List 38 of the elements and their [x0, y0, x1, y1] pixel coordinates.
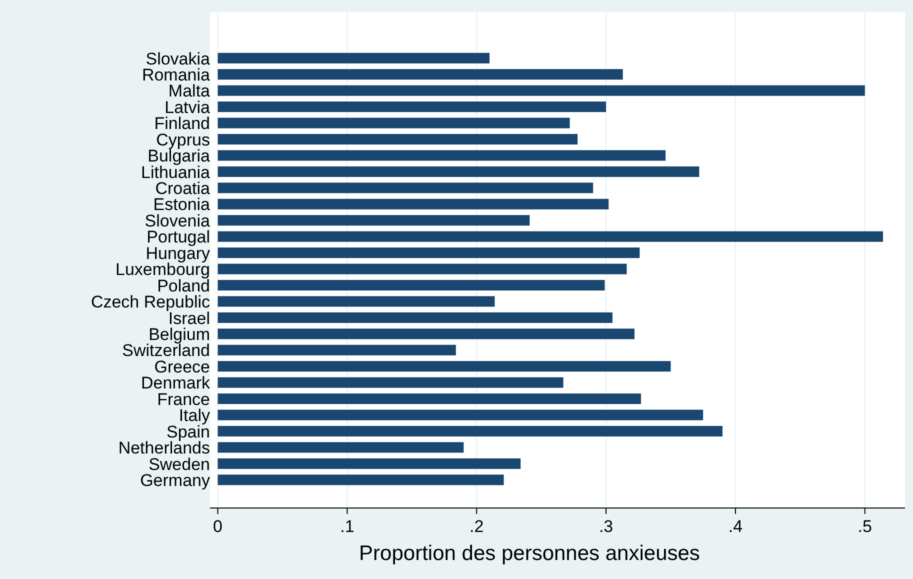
bar [218, 328, 635, 340]
x-tick-label: .4 [728, 517, 743, 536]
bar [218, 85, 865, 96]
bar [218, 215, 530, 226]
y-tick-label: Greece [154, 357, 210, 376]
bar [218, 248, 640, 258]
bar [218, 166, 700, 177]
y-tick-label: Portugal [146, 228, 210, 247]
bar [218, 134, 578, 145]
bar [218, 296, 495, 307]
bar [218, 361, 671, 372]
bar [218, 118, 570, 128]
bar [218, 52, 490, 64]
x-tick-label: .2 [470, 517, 484, 536]
bar [218, 231, 883, 242]
bar [218, 102, 606, 112]
x-tick-label: .1 [340, 517, 354, 536]
bar [218, 150, 666, 161]
y-tick-label: Belgium [148, 325, 210, 344]
bar [218, 198, 609, 210]
x-axis-title: Proportion des personnes anxieuses [359, 542, 700, 565]
bar [218, 69, 623, 80]
x-tick-label: .5 [858, 517, 872, 536]
bar [218, 474, 504, 486]
y-tick-label: Italy [178, 406, 210, 426]
x-tick-label: 0 [213, 517, 222, 536]
bar [218, 264, 627, 274]
bar [218, 458, 521, 469]
x-tick-label: .3 [598, 517, 614, 536]
bar [218, 280, 605, 290]
bar [218, 426, 723, 436]
bar [218, 410, 704, 420]
bar [218, 393, 641, 404]
bar [218, 344, 456, 356]
bar [218, 442, 464, 453]
bar [218, 312, 613, 323]
bar [218, 182, 594, 194]
bar [218, 377, 564, 388]
